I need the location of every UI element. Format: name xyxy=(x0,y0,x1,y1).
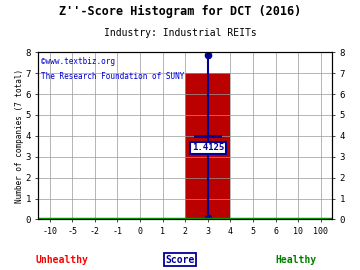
Text: Industry: Industrial REITs: Industry: Industrial REITs xyxy=(104,28,256,38)
Text: 1.4125: 1.4125 xyxy=(192,143,224,153)
Text: Healthy: Healthy xyxy=(276,255,317,265)
Y-axis label: Number of companies (7 total): Number of companies (7 total) xyxy=(15,69,24,203)
Text: Score: Score xyxy=(165,255,195,265)
Text: Unhealthy: Unhealthy xyxy=(36,255,89,265)
Text: Z''-Score Histogram for DCT (2016): Z''-Score Histogram for DCT (2016) xyxy=(59,5,301,18)
Text: The Research Foundation of SUNY: The Research Foundation of SUNY xyxy=(41,72,185,81)
Bar xyxy=(185,73,230,220)
Text: ©www.textbiz.org: ©www.textbiz.org xyxy=(41,57,115,66)
